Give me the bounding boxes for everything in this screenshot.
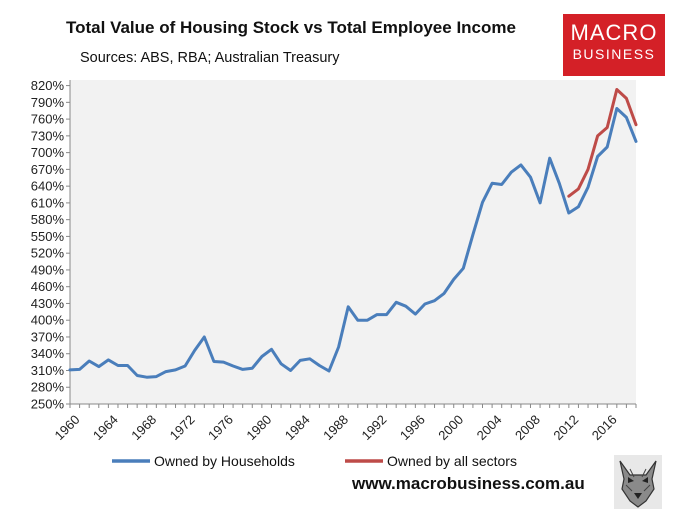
x-tick-label: 2008 — [512, 412, 543, 443]
plot-area — [70, 80, 636, 404]
chart-subtitle: Sources: ABS, RBA; Australian Treasury — [80, 50, 340, 66]
y-tick-label: 370% — [31, 329, 65, 344]
y-tick-label: 640% — [31, 179, 65, 194]
legend-label-0: Owned by Households — [154, 453, 295, 469]
x-tick-label: 2016 — [589, 412, 620, 443]
chart-title: Total Value of Housing Stock vs Total Em… — [66, 18, 516, 37]
x-tick-label: 1980 — [243, 412, 274, 443]
x-tick-label: 1992 — [358, 412, 389, 443]
x-tick-label: 1964 — [90, 412, 121, 443]
website-url: www.macrobusiness.com.au — [352, 474, 585, 493]
x-tick-label: 1984 — [282, 412, 313, 443]
y-tick-label: 490% — [31, 262, 65, 277]
x-tick-label: 1976 — [205, 412, 236, 443]
logo-line-1: MACRO — [570, 20, 658, 45]
x-tick-label: 1960 — [51, 412, 82, 443]
y-tick-label: 760% — [31, 112, 65, 127]
y-tick-label: 820% — [31, 78, 65, 93]
y-tick-label: 550% — [31, 229, 65, 244]
y-tick-label: 430% — [31, 296, 65, 311]
y-tick-label: 460% — [31, 279, 65, 294]
y-tick-label: 580% — [31, 212, 65, 227]
macrobusiness-logo: MACRO BUSINESS — [563, 14, 665, 76]
x-tick-label: 1972 — [167, 412, 198, 443]
legend-label-1: Owned by all sectors — [387, 453, 517, 469]
y-tick-label: 730% — [31, 128, 65, 143]
y-tick-label: 280% — [31, 380, 65, 395]
y-tick-label: 400% — [31, 313, 65, 328]
logo-line-2: BUSINESS — [572, 46, 656, 62]
x-tick-label: 2012 — [550, 412, 581, 443]
y-tick-label: 520% — [31, 246, 65, 261]
x-tick-label: 1988 — [320, 412, 351, 443]
x-tick-label: 1968 — [128, 412, 159, 443]
y-tick-label: 610% — [31, 195, 65, 210]
x-tick-label: 2004 — [474, 412, 505, 443]
wolf-mascot-icon — [614, 455, 662, 509]
y-tick-label: 790% — [31, 95, 65, 110]
x-tick-label: 2000 — [435, 412, 466, 443]
series-line-1 — [567, 88, 638, 198]
series-line-0 — [68, 107, 638, 379]
y-tick-label: 670% — [31, 162, 65, 177]
x-tick-label: 1996 — [397, 412, 428, 443]
y-tick-label: 310% — [31, 363, 65, 378]
y-tick-label: 250% — [31, 397, 65, 412]
y-tick-label: 340% — [31, 346, 65, 361]
y-tick-label: 700% — [31, 145, 65, 160]
